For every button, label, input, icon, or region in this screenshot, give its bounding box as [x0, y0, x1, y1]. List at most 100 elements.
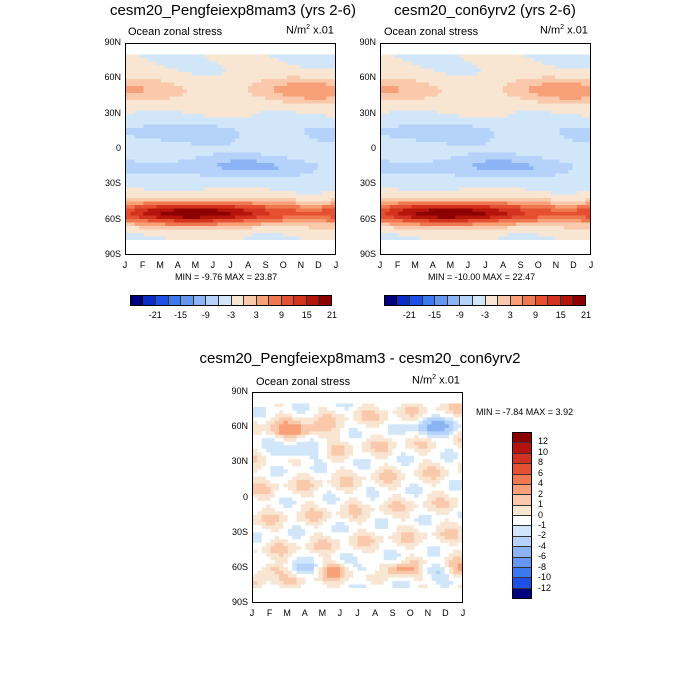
contour-cell: [147, 156, 153, 161]
contour-cell: [568, 177, 574, 182]
contour-cell: [239, 240, 245, 245]
ytick-label: 30S: [104, 178, 121, 189]
contour-cell: [230, 187, 236, 192]
contour-cell: [169, 135, 175, 140]
contour-cell: [433, 72, 439, 77]
contour-cell: [143, 44, 149, 49]
contour-cell: [147, 222, 153, 227]
contour-cell: [165, 208, 171, 213]
contour-cell: [213, 44, 219, 49]
contour-cell: [247, 121, 253, 126]
contour-cell: [441, 44, 447, 49]
contour-cell: [481, 145, 487, 150]
contour-cell: [585, 170, 590, 175]
contour-cell: [182, 124, 188, 129]
contour-cell: [265, 142, 271, 147]
contour-cell: [186, 159, 192, 164]
contour-cell: [291, 86, 297, 91]
contour-cell: [394, 149, 400, 154]
contour-cell: [550, 79, 556, 84]
contour-cell: [485, 177, 491, 182]
contour-cell: [389, 142, 395, 147]
contour-cell: [529, 170, 534, 175]
contour-cell: [169, 212, 175, 217]
contour-cell: [515, 100, 521, 105]
contour-cell: [572, 156, 578, 161]
contour-cell: [455, 58, 460, 63]
contour-cell: [415, 117, 421, 122]
contour-cell: [555, 180, 561, 185]
contour-cell: [407, 142, 413, 147]
contour-cell: [455, 89, 460, 94]
contour-cell: [213, 86, 219, 91]
contour-cell: [126, 250, 131, 254]
contour-cell: [433, 142, 439, 147]
contour-cell: [446, 96, 452, 101]
contour-cell: [317, 180, 323, 185]
contour-cell: [186, 145, 192, 150]
contour-cell: [381, 121, 386, 126]
contour-cell: [243, 131, 249, 136]
contour-cell: [195, 47, 201, 52]
contour-cell: [563, 124, 569, 129]
contour-cell: [313, 159, 319, 164]
contour-cell: [481, 180, 487, 185]
contour-cell: [269, 58, 275, 63]
contour-cell: [278, 86, 284, 91]
contour-cell: [200, 117, 205, 122]
contour-cell: [317, 229, 323, 234]
units-exp: 2: [306, 24, 311, 31]
contour-cell: [130, 222, 136, 227]
contour-cell: [200, 135, 205, 140]
contour-cell: [441, 72, 447, 77]
contour-cell: [234, 159, 240, 164]
contour-cell: [200, 208, 205, 213]
contour-cell: [494, 152, 500, 157]
contour-cell: [411, 107, 417, 112]
contour-cell: [308, 173, 314, 178]
contour-cell: [147, 187, 153, 192]
contour-cell: [134, 247, 140, 252]
contour-cell: [550, 65, 556, 70]
contour-cell: [476, 79, 482, 84]
contour-cell: [152, 205, 158, 210]
contour-cell: [295, 229, 301, 234]
contour-cell: [385, 58, 391, 63]
contour-cell: [182, 222, 188, 227]
contour-cell: [208, 187, 214, 192]
contour-cell: [234, 100, 240, 105]
contour-cell: [247, 166, 253, 171]
contour-cell: [139, 198, 145, 203]
colorbar-swatch: [306, 296, 320, 305]
contour-cell: [313, 86, 319, 91]
contour-cell: [213, 222, 219, 227]
contour-cell: [182, 243, 188, 248]
contour-cell: [317, 93, 323, 98]
contour-cell: [428, 93, 434, 98]
contour-cell: [256, 250, 262, 254]
contour-cell: [330, 114, 335, 119]
contour-cell: [208, 75, 214, 80]
contour-cell: [130, 184, 136, 189]
contour-cell: [441, 58, 447, 63]
contour-cell: [304, 51, 310, 56]
contour-cell: [304, 156, 310, 161]
contour-cell: [291, 250, 297, 254]
contour-cell: [191, 194, 197, 199]
contour-cell: [428, 138, 434, 143]
contour-cell: [515, 142, 521, 147]
contour-cell: [282, 93, 288, 98]
contour-cell: [169, 156, 175, 161]
contour-cell: [511, 117, 517, 122]
contour-cell: [191, 184, 197, 189]
contour-cell: [208, 44, 214, 49]
contour-cell: [485, 86, 491, 91]
contour-cell: [252, 138, 258, 143]
contour-cell: [139, 54, 145, 59]
contour-cell: [550, 86, 556, 91]
contour-cell: [394, 103, 400, 108]
contour-cell: [459, 149, 465, 154]
contour-cell: [313, 226, 319, 231]
contour-cell: [489, 61, 495, 66]
contour-cell: [126, 93, 131, 98]
